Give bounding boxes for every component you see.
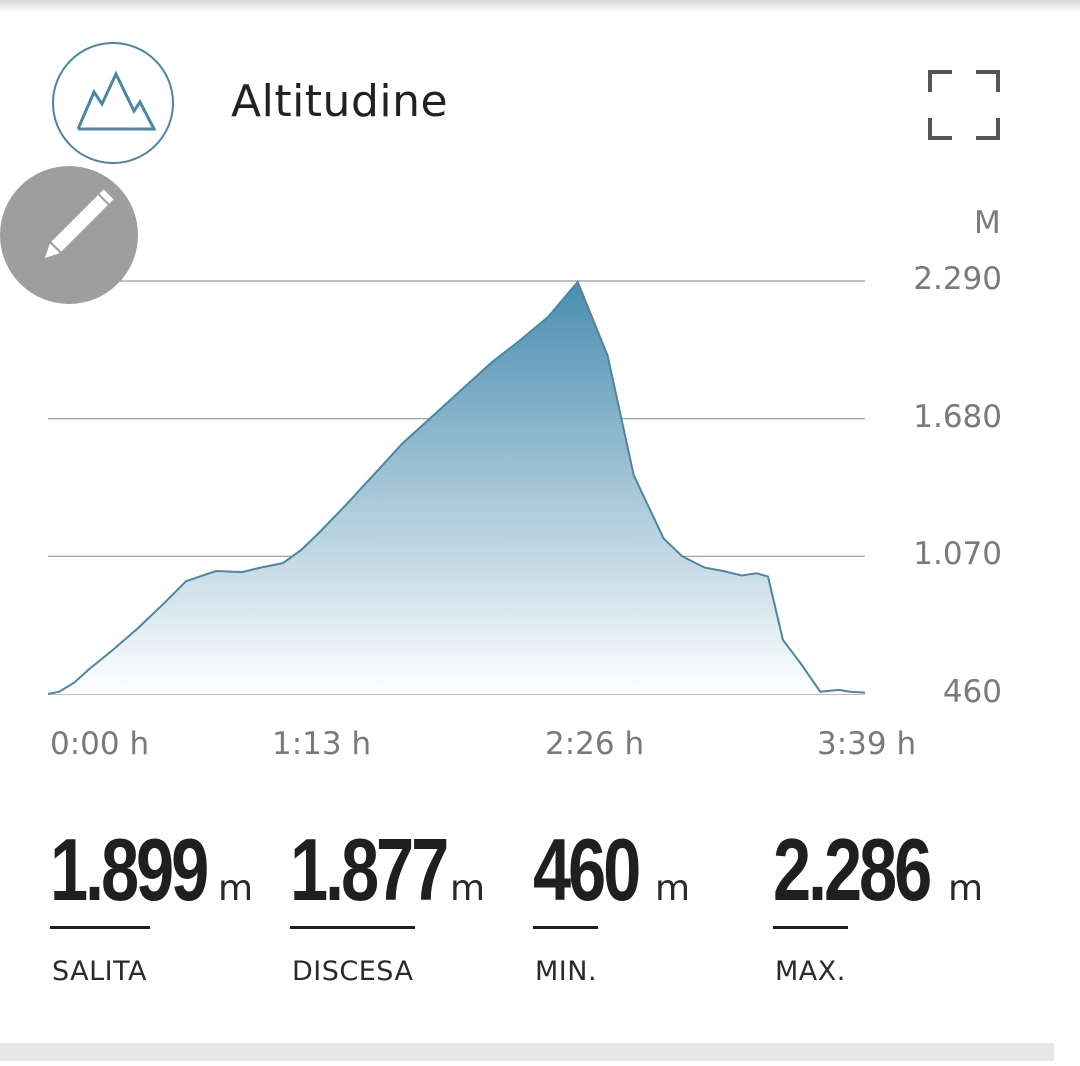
- stat-unit: m: [450, 868, 486, 909]
- stat-underline: [773, 926, 848, 929]
- stat-value: 460: [533, 820, 641, 919]
- altitude-area: [48, 281, 865, 694]
- stat-value: 2.286: [773, 820, 932, 919]
- stat-underline: [290, 926, 415, 929]
- stat-discesa: 1.877 m DISCESA: [290, 820, 490, 987]
- bottom-scroll-bar: [0, 1043, 1054, 1061]
- x-tick-label: 1:13 h: [272, 726, 372, 762]
- x-tick-label: 0:00 h: [50, 726, 150, 762]
- y-axis-unit: M: [974, 205, 1001, 241]
- stat-label: DISCESA: [292, 956, 414, 987]
- top-shadow: [0, 0, 1080, 12]
- altitude-chart: [47, 279, 866, 695]
- stat-unit: m: [948, 868, 984, 909]
- stat-salita: 1.899 m SALITA: [50, 820, 254, 987]
- mountain-badge: [52, 42, 174, 164]
- pencil-icon: [44, 189, 114, 259]
- stat-max: 2.286 m MAX.: [773, 820, 983, 987]
- edit-button[interactable]: [0, 166, 138, 304]
- y-tick-label: 1.680: [913, 398, 1002, 435]
- altitude-line: [47, 279, 866, 695]
- y-tick-label: 2.290: [913, 261, 1002, 297]
- stat-unit: m: [655, 868, 691, 909]
- stat-underline: [533, 926, 598, 929]
- stat-label: MIN.: [535, 956, 598, 987]
- stat-underline: [50, 926, 150, 929]
- page-title: Altitudine: [231, 76, 449, 127]
- stat-label: SALITA: [52, 956, 147, 987]
- stat-unit: m: [218, 868, 254, 909]
- stat-min: 460 m MIN.: [533, 820, 690, 987]
- stat-label: MAX.: [775, 956, 846, 987]
- stat-value: 1.899: [50, 820, 209, 919]
- x-tick-label: 2:26 h: [545, 726, 645, 762]
- y-tick-label: 1.070: [913, 536, 1002, 573]
- stat-value: 1.877: [290, 820, 449, 919]
- y-tick-label: 460: [942, 674, 1002, 710]
- mountain-icon: [76, 70, 157, 131]
- x-tick-label: 3:39 h: [817, 726, 917, 762]
- fullscreen-icon[interactable]: [928, 70, 1000, 140]
